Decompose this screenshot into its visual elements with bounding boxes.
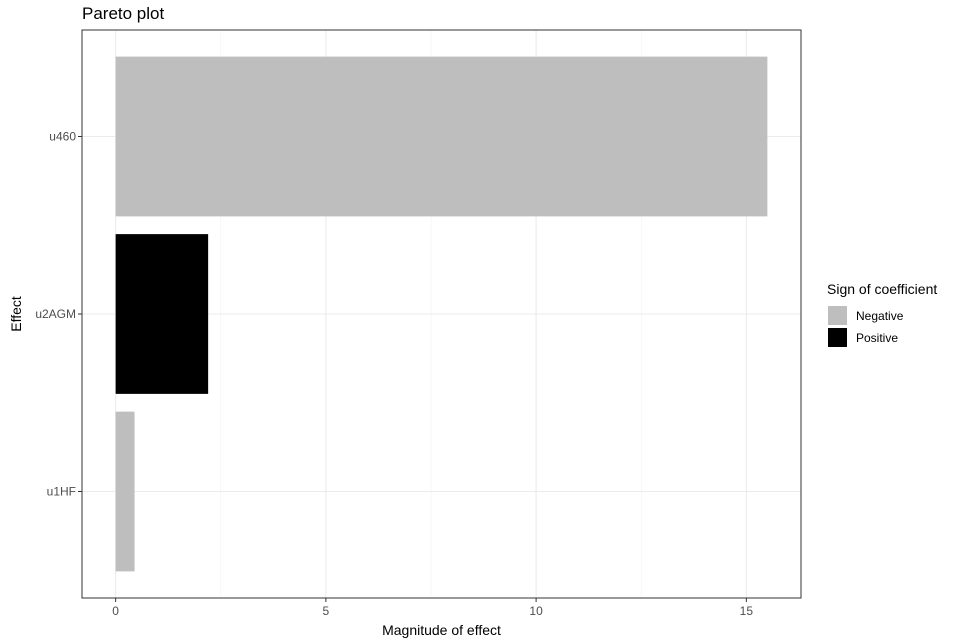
y-tick-label: u460 <box>49 130 76 144</box>
legend-entries: Negative Positive <box>828 306 904 347</box>
bar-u1hf <box>115 411 135 572</box>
x-tick-label: 10 <box>529 604 543 618</box>
bar-u2agm <box>115 234 209 394</box>
bars <box>115 56 768 572</box>
legend-label-positive: Positive <box>856 331 898 345</box>
legend-key-positive <box>828 328 847 347</box>
x-axis-ticks: 0 5 10 15 <box>112 598 753 618</box>
bar-u460 <box>115 56 768 217</box>
legend: Sign of coefficient Negative Positive <box>827 281 937 347</box>
chart-title: Pareto plot <box>82 4 164 23</box>
y-axis-title: Effect <box>8 296 24 332</box>
y-tick-label: u1HF <box>47 485 76 499</box>
legend-key-negative <box>828 306 847 325</box>
legend-label-negative: Negative <box>856 309 904 323</box>
x-tick-label: 0 <box>112 604 119 618</box>
y-tick-label: u2AGM <box>35 307 76 321</box>
legend-title: Sign of coefficient <box>827 281 937 297</box>
x-axis-title: Magnitude of effect <box>382 622 501 638</box>
x-tick-label: 5 <box>323 604 330 618</box>
x-tick-label: 15 <box>740 604 754 618</box>
y-axis-ticks: u1HF u2AGM u460 <box>35 130 82 499</box>
